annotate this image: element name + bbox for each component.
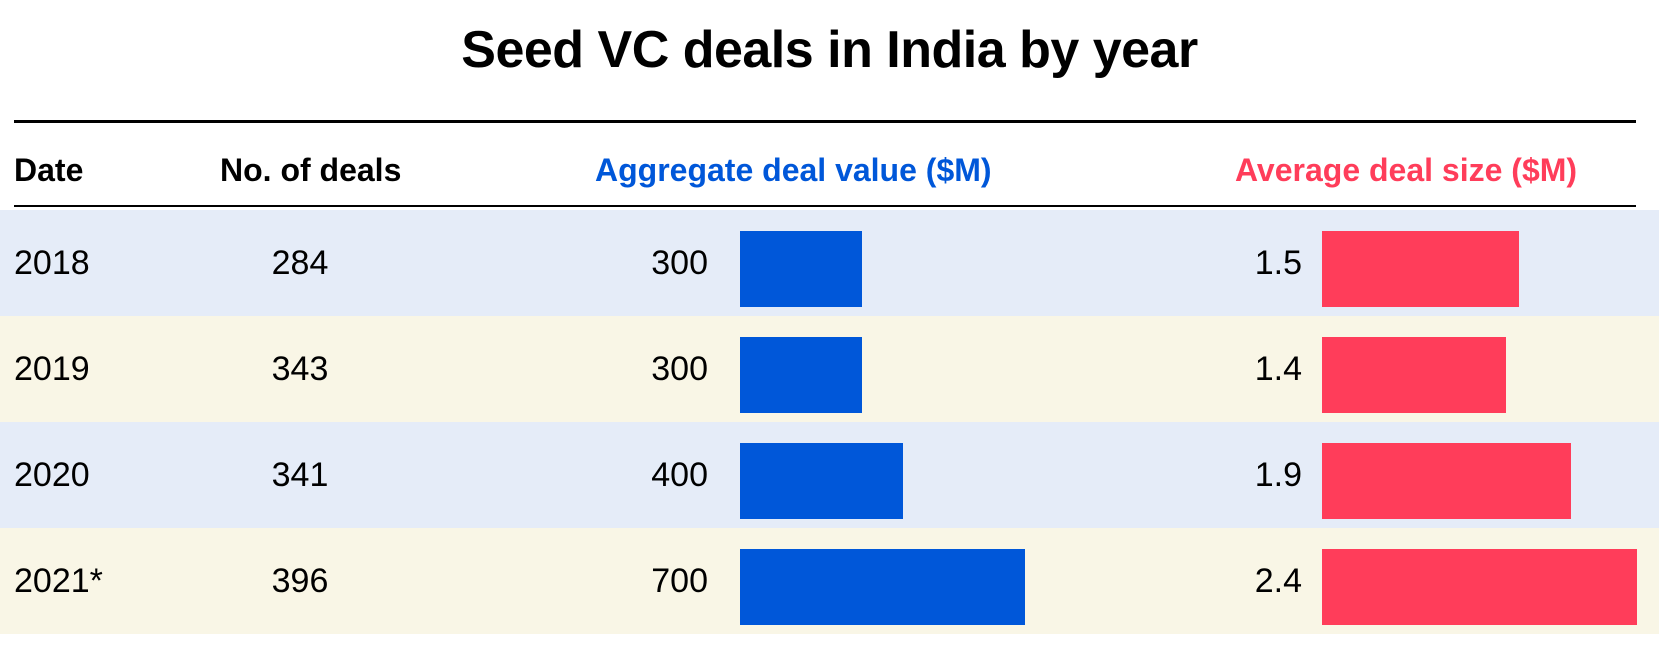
header-no-of-deals: No. of deals: [220, 152, 402, 188]
table-row: 2018 284 300 1.5: [0, 210, 1659, 316]
aggregate-bar: [740, 231, 862, 307]
average-value-label: 1.4: [1254, 350, 1302, 388]
header-rule: [14, 205, 1636, 207]
header-date: Date: [14, 152, 84, 188]
date-cell: 2018: [14, 244, 90, 282]
deals-cell: 343: [271, 350, 329, 388]
date-cell: 2021*: [14, 562, 103, 600]
chart-title: Seed VC deals in India by year: [461, 21, 1198, 79]
date-cell: 2020: [14, 456, 90, 494]
aggregate-bar: [740, 337, 862, 413]
aggregate-value-label: 300: [651, 244, 708, 282]
aggregate-bar: [740, 443, 903, 519]
aggregate-value-label: 400: [651, 456, 708, 494]
top-rule: [14, 120, 1636, 123]
deals-cell: 341: [271, 456, 329, 494]
average-value-label: 1.9: [1254, 456, 1302, 494]
header-aggregate-deal-value: Aggregate deal value ($M): [595, 152, 992, 188]
aggregate-value-label: 700: [651, 562, 708, 600]
table-row: 2020 341 400 1.9: [0, 422, 1659, 528]
aggregate-bar: [740, 549, 1025, 625]
header-average-deal-size: Average deal size ($M): [1235, 152, 1578, 188]
table-row: 2021* 396 700 2.4: [0, 528, 1659, 634]
aggregate-value-label: 300: [651, 350, 708, 388]
average-bar: [1322, 549, 1637, 625]
average-bar: [1322, 443, 1571, 519]
average-value-label: 1.5: [1254, 244, 1302, 282]
average-value-label: 2.4: [1254, 562, 1302, 600]
deals-cell: 396: [271, 562, 329, 600]
deals-cell: 284: [271, 244, 329, 282]
average-bar: [1322, 337, 1506, 413]
table-row: 2019 343 300 1.4: [0, 316, 1659, 422]
average-bar: [1322, 231, 1519, 307]
date-cell: 2019: [14, 350, 90, 388]
